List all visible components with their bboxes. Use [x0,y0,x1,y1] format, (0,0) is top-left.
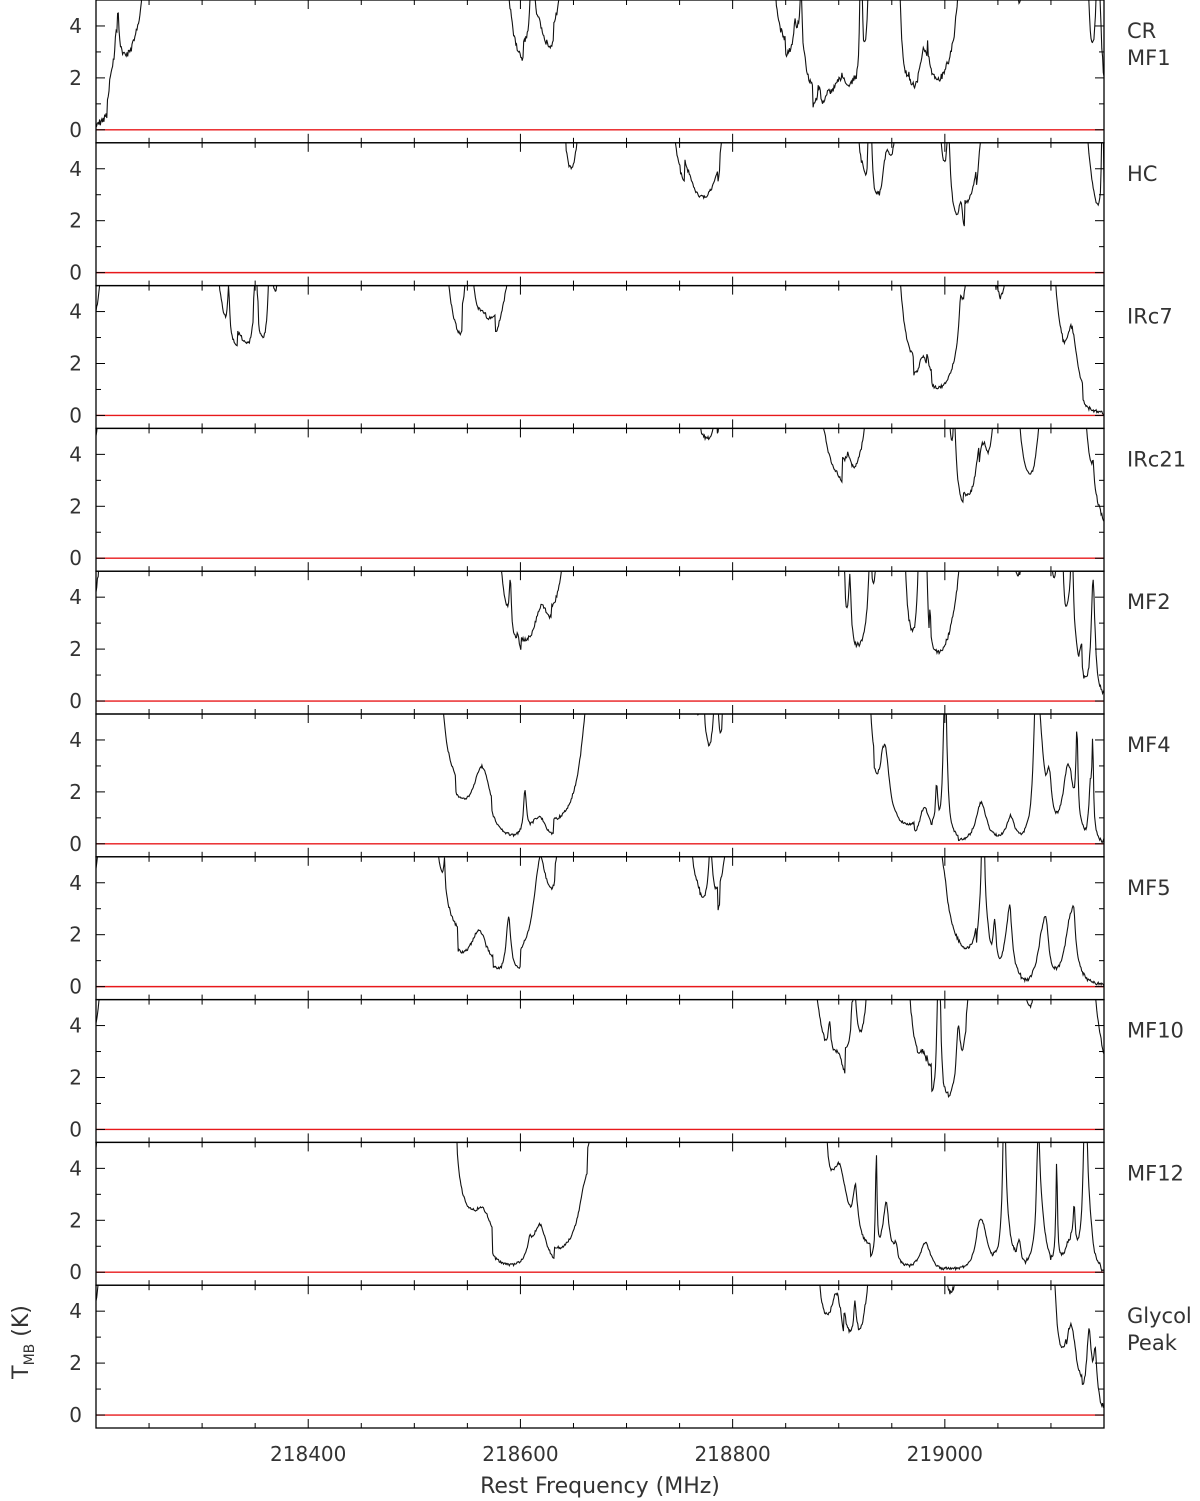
spectrum-line [96,428,1104,522]
spectrum-panel-mf4: 0 2 4 MF4 [69,713,1171,858]
panel-frame [95,1284,1105,1429]
spectrum-line [96,571,1104,696]
spectrum-line [96,999,1104,1098]
y-tick-label: 4 [69,1299,82,1323]
spectrum-panel-irc7: 0 2 4 IRc7 [69,284,1173,430]
spectrum-panel-mf2: 0 2 4 MF2 [69,570,1171,715]
spectrum-line [443,714,1104,843]
y-tick-label: 2 [69,1351,82,1375]
source-label: MF4 [1127,733,1171,757]
y-tick-label: 4 [69,442,82,466]
y-axis-title-subscript: MB [22,1344,38,1366]
y-tick-label: 0 [69,118,82,142]
y-tick-label: 4 [69,1014,82,1038]
source-label: IRc21 [1127,447,1186,471]
spectrum-panel-mf10: 0 2 4 MF10 [69,998,1184,1144]
spectrum-line [96,856,1104,987]
y-tick-label: 2 [69,780,82,804]
panel-frame [95,142,1105,287]
y-tick-label: 2 [69,1208,82,1232]
x-tick-label: 218400 [270,1442,346,1466]
y-tick-label: 0 [69,261,82,285]
y-tick-label: 2 [69,209,82,233]
x-axis-title: Rest Frequency (MHz) [480,1474,720,1499]
y-tick-label: 4 [69,300,82,324]
x-tick-label: 219000 [907,1442,983,1466]
source-label: MF12 [1127,1161,1184,1185]
panel-frame [95,427,1105,572]
y-tick-label: 0 [69,546,82,570]
x-tick-label: 218800 [694,1442,770,1466]
panel-frame [95,1141,1105,1286]
y-tick-label: 0 [69,403,82,427]
spectrum-panel-mf5: 0 2 4 MF5 [69,856,1171,1001]
spectrum-panel-hc: 0 2 4 HC [69,142,1157,287]
y-tick-label: 2 [69,66,82,90]
y-tick-label: 4 [69,728,82,752]
y-tick-label: 2 [69,351,82,375]
x-axis: 218400 218600 218800 219000 [270,1442,983,1466]
y-tick-label: 4 [69,157,82,181]
panel-frame [95,998,1105,1144]
y-tick-label: 0 [69,832,82,856]
y-tick-label: 2 [69,494,82,518]
y-tick-label: 0 [69,1260,82,1284]
panel-frame [95,713,1105,858]
y-tick-label: 0 [69,1117,82,1141]
source-label: MF10 [1127,1019,1184,1043]
panel-frame [95,284,1105,430]
spectrum-line [96,1142,1104,1272]
source-label: Glycol [1127,1304,1192,1328]
y-tick-label: 4 [69,871,82,895]
x-tick-label: 218600 [482,1442,558,1466]
source-label: MF5 [1127,876,1171,900]
panel-frame [95,856,1105,1001]
spectrum-panel-glycol-peak: 0 2 4 Glycol Peak [69,1284,1192,1429]
source-label: HC [1127,162,1157,186]
y-tick-label: 0 [69,1403,82,1427]
spectrum-panel-mf12: 0 2 4 MF12 [69,1141,1184,1286]
y-tick-label: 4 [69,585,82,609]
spectrum-line [96,285,1104,416]
y-tick-label: 2 [69,1065,82,1089]
y-tick-label: 2 [69,637,82,661]
y-tick-label: 4 [69,1156,82,1180]
y-tick-label: 2 [69,923,82,947]
y-axis-title: TMB (K) [9,1305,38,1380]
y-tick-label: 0 [69,975,82,999]
spectrum-line [96,0,1104,128]
spectrum-line [565,142,1104,227]
source-label: Peak [1127,1331,1178,1355]
source-label: CR [1127,19,1156,43]
y-tick-label: 4 [69,14,82,38]
y-axis-title-unit: (K) [9,1305,34,1344]
panel-frame [95,0,1105,144]
y-tick-label: 0 [69,689,82,713]
source-label: MF1 [1127,46,1171,70]
panel-frame [95,570,1105,715]
y-axis-title-main: T [9,1365,34,1380]
source-label: MF2 [1127,590,1171,614]
spectrum-line [96,1285,1104,1408]
spectrum-panel-irc21: 0 2 4 IRc21 [69,427,1186,572]
source-label: IRc7 [1127,305,1173,329]
spectrum-panel-cr-mf1: 0 2 4 CR MF1 [69,0,1171,144]
